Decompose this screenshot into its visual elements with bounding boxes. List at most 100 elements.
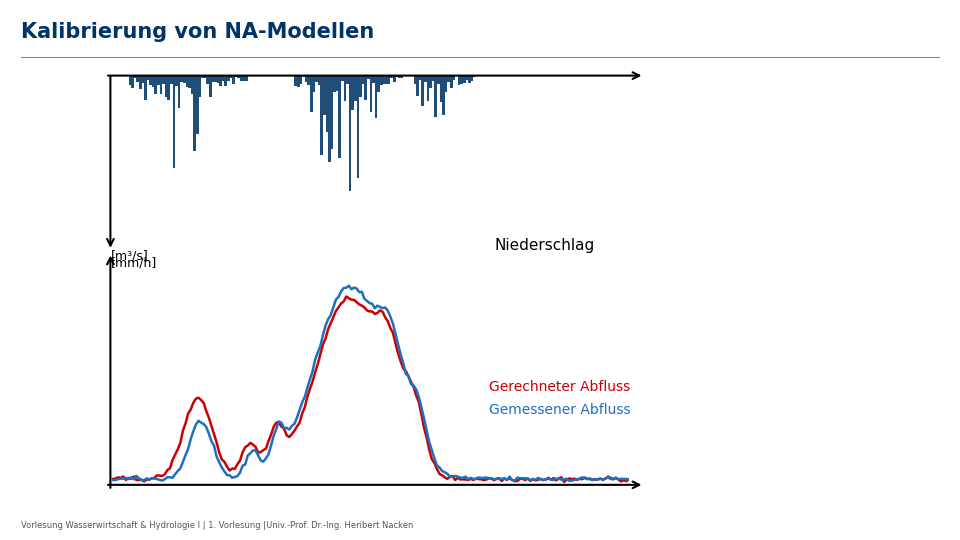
Bar bbox=[356, 76, 359, 178]
Bar bbox=[333, 76, 336, 92]
Bar bbox=[447, 76, 450, 82]
Bar bbox=[330, 76, 333, 149]
Bar bbox=[227, 76, 229, 81]
Bar bbox=[196, 76, 199, 134]
Bar bbox=[243, 76, 245, 80]
Bar bbox=[191, 76, 193, 94]
Bar bbox=[237, 76, 240, 78]
Bar bbox=[417, 76, 419, 96]
Bar bbox=[434, 76, 437, 117]
Bar bbox=[133, 76, 136, 78]
Bar bbox=[393, 76, 396, 82]
Text: Niederschlag: Niederschlag bbox=[494, 238, 594, 253]
Bar bbox=[458, 76, 461, 85]
Bar bbox=[240, 76, 243, 82]
Bar bbox=[466, 76, 468, 80]
Bar bbox=[450, 76, 452, 88]
Text: Gerechneter Abfluss: Gerechneter Abfluss bbox=[489, 380, 630, 394]
Bar bbox=[185, 76, 188, 87]
Bar bbox=[232, 76, 235, 84]
Bar bbox=[380, 76, 383, 85]
Bar bbox=[245, 76, 248, 80]
Bar bbox=[167, 76, 170, 100]
Bar bbox=[443, 76, 444, 116]
Bar bbox=[209, 76, 211, 97]
Bar bbox=[414, 76, 417, 84]
Bar bbox=[372, 76, 374, 83]
Text: Gemessener Abfluss: Gemessener Abfluss bbox=[489, 403, 631, 417]
Bar bbox=[321, 76, 323, 155]
Bar bbox=[354, 76, 357, 101]
Bar bbox=[180, 76, 183, 82]
Bar bbox=[374, 76, 377, 118]
Bar bbox=[165, 76, 167, 97]
Bar bbox=[183, 76, 185, 83]
Bar bbox=[144, 76, 147, 100]
Bar bbox=[222, 76, 225, 81]
Text: [mm/h]: [mm/h] bbox=[110, 256, 156, 269]
Bar bbox=[315, 76, 318, 82]
Bar bbox=[468, 76, 470, 83]
Bar bbox=[347, 76, 348, 84]
Bar bbox=[159, 76, 162, 94]
Bar bbox=[426, 76, 429, 101]
Bar bbox=[398, 76, 400, 78]
Bar bbox=[307, 76, 310, 85]
Bar bbox=[219, 76, 222, 86]
Bar bbox=[341, 76, 344, 81]
Bar bbox=[147, 76, 150, 80]
Bar bbox=[170, 76, 173, 84]
Bar bbox=[188, 76, 191, 87]
Bar bbox=[313, 76, 315, 92]
Bar bbox=[323, 76, 325, 115]
Bar bbox=[129, 76, 132, 85]
Bar bbox=[444, 76, 447, 92]
Bar bbox=[214, 76, 217, 83]
Bar bbox=[302, 76, 305, 77]
Bar bbox=[344, 76, 347, 101]
Bar bbox=[336, 76, 339, 91]
Bar bbox=[419, 76, 421, 80]
Bar bbox=[304, 76, 307, 83]
Bar bbox=[318, 76, 321, 85]
Bar bbox=[193, 76, 196, 151]
Bar bbox=[348, 76, 351, 191]
Bar bbox=[199, 76, 202, 97]
Bar bbox=[359, 76, 362, 97]
Text: Vorlesung Wasserwirtschaft & Hydrologie I | 1. Vorlesung |Univ.-Prof. Dr.-Ing. H: Vorlesung Wasserwirtschaft & Hydrologie … bbox=[21, 521, 414, 530]
Bar bbox=[440, 76, 443, 102]
Bar bbox=[217, 76, 219, 83]
Bar bbox=[362, 76, 365, 84]
Bar bbox=[211, 76, 214, 83]
Bar bbox=[149, 76, 152, 85]
Bar bbox=[473, 76, 476, 77]
Bar bbox=[437, 76, 440, 84]
Bar bbox=[400, 76, 403, 78]
Bar bbox=[432, 76, 435, 81]
Bar bbox=[295, 76, 297, 86]
Bar bbox=[162, 76, 165, 84]
Bar bbox=[206, 76, 209, 84]
Bar bbox=[139, 76, 141, 90]
Text: Kalibrierung von NA-Modellen: Kalibrierung von NA-Modellen bbox=[21, 22, 374, 42]
Bar bbox=[178, 76, 180, 109]
Bar bbox=[365, 76, 367, 100]
Bar bbox=[173, 76, 176, 168]
Bar bbox=[424, 76, 426, 82]
Bar bbox=[391, 76, 393, 78]
Bar bbox=[351, 76, 354, 110]
Bar bbox=[377, 76, 380, 92]
Bar bbox=[388, 76, 391, 84]
Bar bbox=[175, 76, 178, 86]
Bar bbox=[300, 76, 302, 84]
Bar bbox=[235, 76, 237, 77]
Bar bbox=[396, 76, 398, 77]
Bar bbox=[382, 76, 385, 84]
Bar bbox=[157, 76, 159, 85]
Bar bbox=[367, 76, 370, 79]
Bar bbox=[136, 76, 139, 82]
Bar bbox=[421, 76, 424, 106]
Bar bbox=[204, 76, 206, 78]
Bar bbox=[325, 76, 328, 132]
Bar bbox=[152, 76, 155, 87]
